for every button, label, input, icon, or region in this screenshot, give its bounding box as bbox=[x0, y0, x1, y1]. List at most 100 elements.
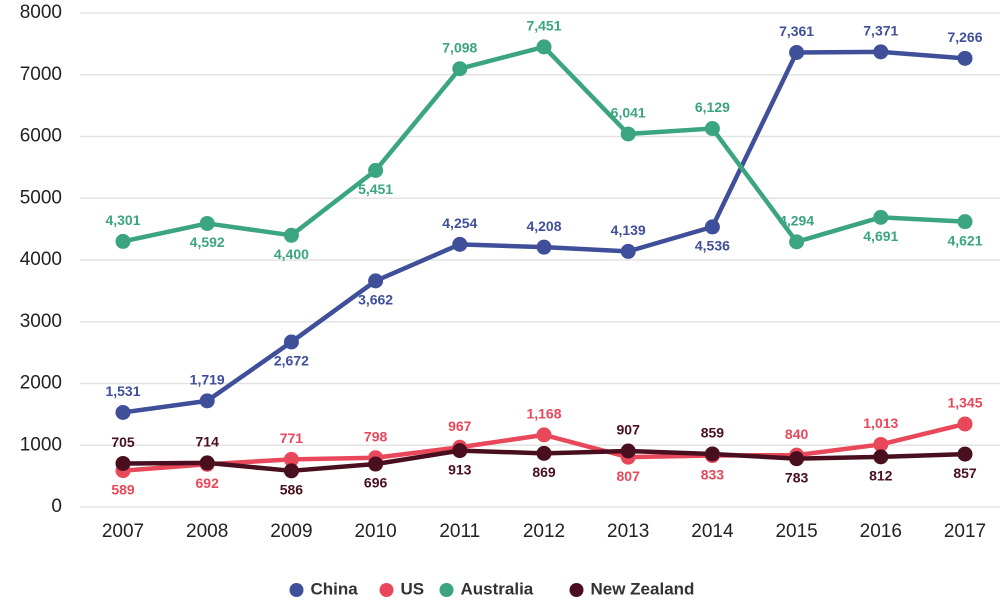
data-label: 4,254 bbox=[442, 215, 477, 231]
data-label: 2,672 bbox=[274, 353, 309, 369]
data-point bbox=[199, 455, 215, 471]
data-point bbox=[452, 61, 468, 77]
data-label: 4,301 bbox=[105, 212, 140, 228]
legend-marker bbox=[379, 583, 394, 597]
data-label: 1,168 bbox=[526, 406, 561, 422]
data-label: 907 bbox=[617, 422, 641, 438]
data-label: 5,451 bbox=[358, 181, 393, 197]
data-label: 705 bbox=[111, 434, 135, 450]
legend-label: Australia bbox=[461, 579, 534, 598]
data-point bbox=[620, 243, 636, 259]
data-point bbox=[536, 239, 552, 255]
y-tick-label: 7000 bbox=[20, 64, 62, 85]
data-point bbox=[283, 451, 299, 467]
data-label: 7,451 bbox=[526, 18, 561, 34]
x-tick-label: 2009 bbox=[270, 521, 312, 542]
data-point bbox=[704, 446, 720, 462]
data-label: 783 bbox=[785, 469, 809, 485]
x-tick-label: 2015 bbox=[775, 521, 817, 542]
data-point bbox=[115, 404, 131, 420]
data-label: 4,208 bbox=[526, 218, 561, 234]
data-label: 4,400 bbox=[274, 246, 309, 262]
y-tick-label: 4000 bbox=[20, 249, 62, 270]
data-label: 833 bbox=[701, 466, 725, 482]
y-tick-label: 3000 bbox=[20, 311, 62, 332]
data-point bbox=[199, 393, 215, 409]
data-point bbox=[536, 445, 552, 461]
data-label: 692 bbox=[196, 475, 220, 491]
data-point bbox=[368, 273, 384, 289]
data-label: 812 bbox=[869, 468, 893, 484]
x-tick-label: 2010 bbox=[354, 521, 396, 542]
data-point bbox=[452, 236, 468, 252]
data-label: 4,621 bbox=[947, 232, 982, 248]
y-tick-label: 2000 bbox=[20, 373, 62, 394]
legend-label: US bbox=[401, 579, 425, 598]
data-point bbox=[873, 449, 889, 465]
y-tick-label: 1000 bbox=[20, 434, 62, 455]
data-label: 7,266 bbox=[947, 29, 982, 45]
data-label: 7,371 bbox=[863, 23, 898, 39]
x-tick-label: 2011 bbox=[439, 521, 480, 542]
data-label: 857 bbox=[953, 465, 977, 481]
y-tick-label: 5000 bbox=[20, 187, 62, 208]
data-point bbox=[957, 446, 973, 462]
data-point bbox=[283, 334, 299, 350]
data-label: 4,536 bbox=[695, 238, 730, 254]
data-label: 6,129 bbox=[695, 99, 730, 115]
data-point bbox=[536, 427, 552, 443]
data-point bbox=[873, 44, 889, 60]
data-point bbox=[789, 451, 805, 467]
x-tick-label: 2014 bbox=[691, 521, 734, 542]
data-point bbox=[873, 209, 889, 225]
data-point bbox=[704, 219, 720, 235]
data-label: 7,098 bbox=[442, 39, 477, 55]
data-point bbox=[957, 416, 973, 432]
x-tick-label: 2016 bbox=[860, 521, 902, 542]
series-line bbox=[122, 44, 966, 245]
data-point bbox=[115, 233, 131, 249]
data-label: 859 bbox=[701, 425, 725, 441]
x-tick-label: 2008 bbox=[186, 521, 228, 542]
x-tick-label: 2007 bbox=[102, 521, 144, 542]
data-label: 771 bbox=[280, 430, 304, 446]
x-tick-label: 2013 bbox=[607, 521, 649, 542]
data-point bbox=[115, 455, 131, 471]
data-point bbox=[789, 44, 805, 60]
data-point bbox=[199, 215, 215, 231]
data-label: 869 bbox=[532, 464, 556, 480]
data-label: 1,531 bbox=[105, 383, 140, 399]
data-label: 4,592 bbox=[190, 234, 225, 250]
y-tick-label: 8000 bbox=[20, 2, 62, 23]
data-label: 714 bbox=[196, 434, 220, 450]
data-label: 7,361 bbox=[779, 23, 814, 39]
data-label: 6,041 bbox=[611, 105, 646, 121]
data-label: 1,719 bbox=[190, 372, 225, 388]
data-point bbox=[620, 126, 636, 142]
data-label: 807 bbox=[617, 468, 641, 484]
data-point bbox=[957, 50, 973, 66]
data-point bbox=[368, 162, 384, 178]
y-tick-label: 0 bbox=[51, 496, 62, 517]
legend-label: China bbox=[311, 579, 359, 598]
y-tick-label: 6000 bbox=[20, 126, 62, 147]
data-label: 913 bbox=[448, 461, 472, 477]
data-point bbox=[789, 234, 805, 250]
data-label: 840 bbox=[785, 426, 809, 442]
data-label: 589 bbox=[111, 481, 135, 497]
data-point bbox=[452, 443, 468, 459]
data-label: 1,013 bbox=[863, 415, 898, 431]
legend-marker bbox=[439, 583, 454, 597]
data-point bbox=[957, 214, 973, 230]
data-label: 967 bbox=[448, 418, 472, 434]
data-point bbox=[873, 436, 889, 452]
data-label: 4,691 bbox=[863, 228, 898, 244]
legend-marker bbox=[569, 583, 584, 597]
x-tick-label: 2017 bbox=[944, 521, 986, 542]
data-point bbox=[368, 456, 384, 472]
legend-label: New Zealand bbox=[591, 579, 695, 598]
data-label: 798 bbox=[364, 428, 388, 444]
data-point bbox=[283, 463, 299, 479]
data-point bbox=[283, 227, 299, 243]
